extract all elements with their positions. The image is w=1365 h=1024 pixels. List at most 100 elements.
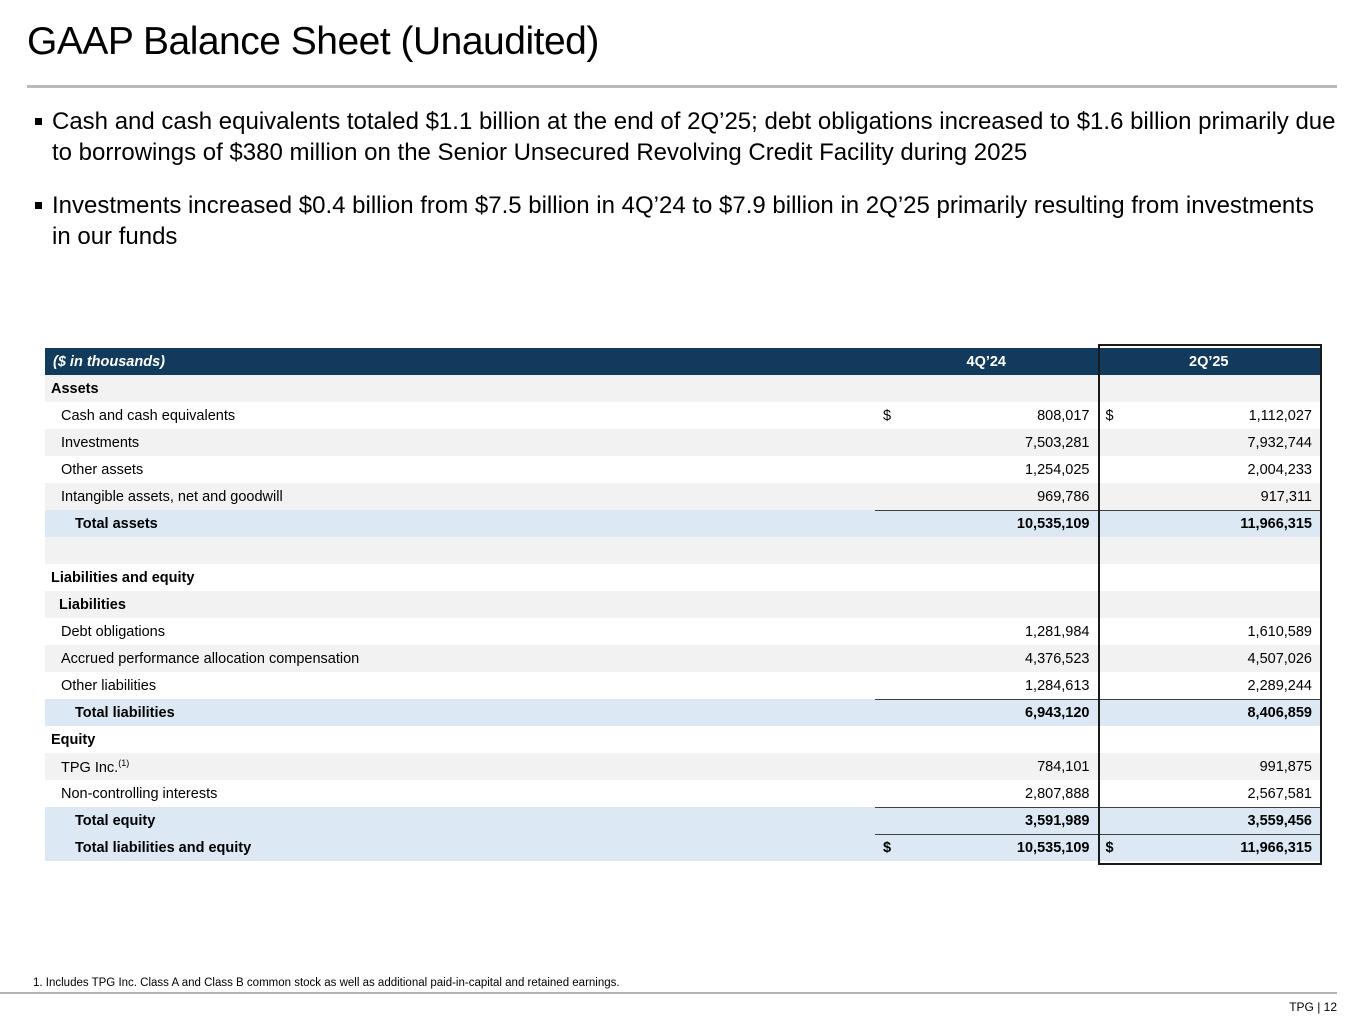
row-label: Intangible assets, net and goodwill (61, 488, 283, 505)
cell-value-4q24: 6,943,120 (875, 699, 1098, 726)
cell-value-4q24: $10,535,109 (875, 834, 1098, 861)
page-number: TPG | 12 (1289, 1000, 1337, 1014)
cell-value-4q24: 1,254,025 (875, 456, 1098, 483)
cell-value-2q25 (1098, 564, 1321, 591)
row-label: Assets (51, 380, 99, 397)
cell-number: 11,966,315 (1240, 516, 1312, 532)
cell-value-4q24: $808,017 (875, 402, 1098, 429)
row-label: Non-controlling interests (61, 785, 218, 802)
cell-number: 991,875 (1259, 758, 1312, 775)
cell-value-4q24: 1,284,613 (875, 672, 1098, 699)
table-row: Investments 7,503,281 7,932,744 (45, 429, 1320, 456)
row-label: Other liabilities (61, 677, 157, 694)
cell-number: 2,807,888 (1024, 785, 1090, 802)
cell-value-4q24: 4,376,523 (875, 645, 1098, 672)
row-label: Liabilities (59, 596, 126, 613)
cell-value-4q24 (875, 375, 1098, 402)
cell-value-2q25: 11,966,315 (1097, 510, 1320, 537)
table-header-row: ($ in thousands) 4Q’24 2Q’25 (45, 348, 1320, 375)
cell-value-2q25: 991,875 (1098, 753, 1321, 780)
cell-number: 969,786 (1037, 488, 1090, 505)
row-label: Other assets (61, 461, 144, 478)
table-header-col-2q25: 2Q’25 (1098, 348, 1321, 375)
row-label: Cash and cash equivalents (61, 407, 236, 424)
dollar-sign: $ (883, 407, 892, 424)
table-row (45, 537, 1320, 564)
footnote: 1. Includes TPG Inc. Class A and Class B… (33, 977, 620, 989)
table-row: Liabilities and equity (45, 564, 1320, 591)
cell-value-4q24: 7,503,281 (875, 429, 1098, 456)
table-row: Total assets 10,535,109 11,966,315 (45, 510, 1320, 537)
cell-value-4q24: 3,591,989 (875, 807, 1098, 834)
row-label: Liabilities and equity (51, 569, 195, 586)
cell-number: 4,507,026 (1247, 650, 1312, 667)
dollar-sign: $ (883, 840, 892, 856)
column-header-text: 4Q’24 (966, 353, 1007, 370)
bullet-square-icon (35, 118, 42, 125)
cell-value-2q25 (1098, 537, 1321, 564)
table-header-label: ($ in thousands) (53, 353, 165, 370)
table-row: Cash and cash equivalents $808,017 $1,112,… (45, 402, 1320, 429)
row-label: TPG Inc.(1) (61, 757, 130, 776)
table-row: TPG Inc.(1) 784,101 991,875 (45, 753, 1320, 780)
cell-number: 2,289,244 (1247, 677, 1312, 694)
row-label: Total liabilities (75, 704, 175, 721)
cell-value-2q25: 8,406,859 (1097, 699, 1320, 726)
cell-number: 1,610,589 (1247, 623, 1312, 640)
cell-value-2q25 (1098, 726, 1321, 753)
cell-value-4q24: 2,807,888 (875, 780, 1098, 807)
bullet-item: Investments increased $0.4 billion from … (33, 190, 1338, 252)
table-row: Total liabilities 6,943,120 8,406,859 (45, 699, 1320, 726)
table-row: Total liabilities and equity $10,535,109 $… (45, 834, 1320, 861)
cell-value-4q24: 1,281,984 (875, 618, 1098, 645)
cell-number: 2,567,581 (1247, 785, 1312, 802)
cell-number: 8,406,859 (1247, 705, 1312, 721)
cell-value-4q24: 10,535,109 (875, 510, 1098, 537)
cell-number: 784,101 (1037, 758, 1090, 775)
cell-value-4q24 (875, 591, 1098, 618)
cell-value-2q25: 2,004,233 (1098, 456, 1321, 483)
cell-value-2q25: 1,610,589 (1098, 618, 1321, 645)
cell-value-2q25: 3,559,456 (1097, 807, 1320, 834)
row-label: Total assets (75, 515, 158, 532)
table-body: Assets Cash and cash equivalents $808,017 $… (45, 375, 1320, 861)
page-title: GAAP Balance Sheet (Unaudited) (27, 20, 599, 63)
cell-number: 11,966,315 (1240, 840, 1312, 856)
cell-number: 1,284,613 (1024, 677, 1090, 694)
table-header-col-4q24: 4Q’24 (875, 348, 1098, 375)
cell-value-4q24 (875, 537, 1098, 564)
dollar-sign: $ (1105, 840, 1114, 856)
cell-number: 7,503,281 (1024, 434, 1090, 451)
cell-value-2q25: $11,966,315 (1097, 834, 1320, 861)
cell-number: 3,559,456 (1247, 813, 1312, 829)
table-row: Equity (45, 726, 1320, 753)
cell-number: 7,932,744 (1247, 434, 1312, 451)
column-header-text: 2Q’25 (1189, 353, 1229, 370)
cell-value-2q25: 2,289,244 (1098, 672, 1321, 699)
cell-number: 6,943,120 (1024, 705, 1090, 721)
row-label: Total equity (75, 812, 156, 829)
dollar-sign: $ (1105, 407, 1114, 424)
cell-value-4q24 (875, 726, 1098, 753)
bullet-item: Cash and cash equivalents totaled $1.1 b… (33, 106, 1338, 168)
balance-sheet-table: ($ in thousands) 4Q’24 2Q’25 Assets Cash … (45, 344, 1322, 865)
table-row: Non-controlling interests 2,807,888 2,567,… (45, 780, 1320, 807)
table-row: Assets (45, 375, 1320, 402)
cell-number: 4,376,523 (1024, 650, 1090, 667)
table-row: Intangible assets, net and goodwill 969,7… (45, 483, 1320, 510)
cell-number: 10,535,109 (1016, 516, 1090, 532)
cell-value-2q25: 917,311 (1098, 483, 1321, 510)
cell-value-2q25: 4,507,026 (1098, 645, 1321, 672)
table-row: Other assets 1,254,025 2,004,233 (45, 456, 1320, 483)
cell-value-2q25: $1,112,027 (1098, 402, 1321, 429)
row-label: Total liabilities and equity (75, 839, 252, 856)
bullet-list: Cash and cash equivalents totaled $1.1 b… (33, 106, 1338, 274)
cell-value-2q25 (1098, 375, 1321, 402)
table-row: Liabilities (45, 591, 1320, 618)
row-label: Investments (61, 434, 140, 451)
table-row: Total equity 3,591,989 3,559,456 (45, 807, 1320, 834)
cell-value-4q24: 969,786 (875, 483, 1098, 510)
cell-value-2q25 (1098, 591, 1321, 618)
cell-number: 917,311 (1260, 488, 1312, 505)
